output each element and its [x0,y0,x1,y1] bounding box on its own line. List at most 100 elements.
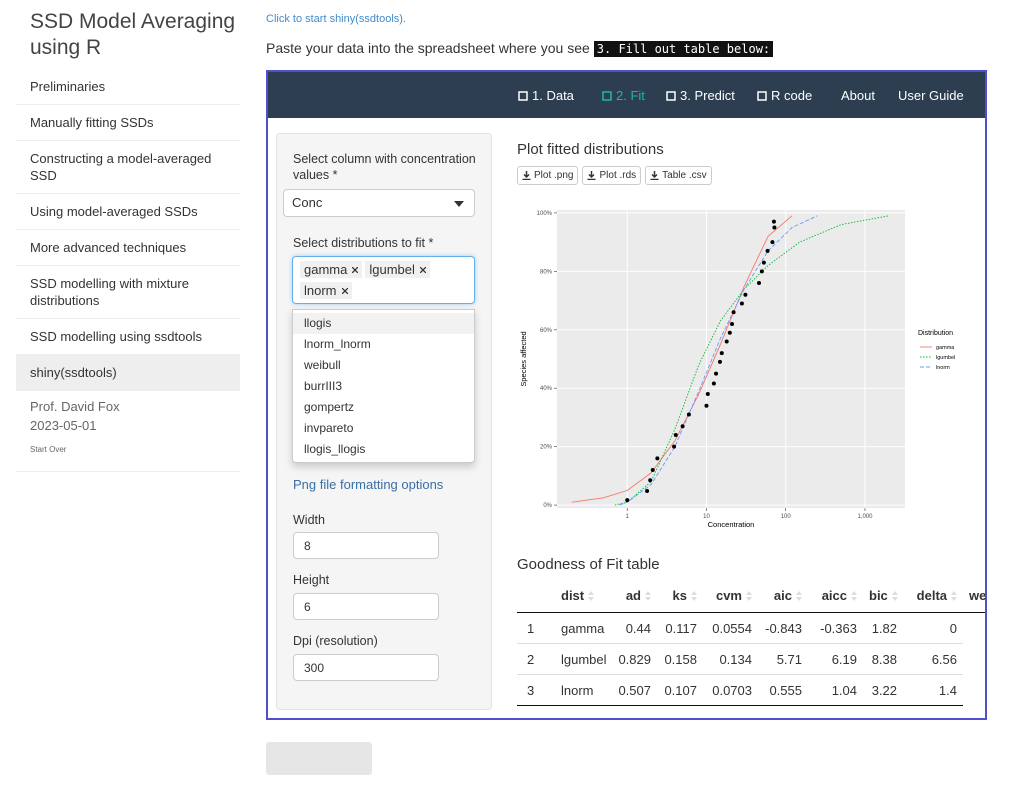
sidebar-item[interactable]: SSD modelling with mixture distributions [16,266,240,319]
arrows [951,591,957,602]
nav-tab[interactable]: User Guide [898,88,964,103]
column-header[interactable]: bic [863,578,903,613]
column-header[interactable]: ad [609,578,657,613]
download-button[interactable]: Table .csv [645,166,712,185]
nav-tab[interactable]: 2. Fit [602,88,645,103]
data-point [724,339,729,344]
nav-tab[interactable]: 1. Data [518,88,574,103]
arrow [650,171,659,180]
legend-label: lgumbel [936,355,955,361]
icon-shape [602,90,612,101]
chip-label: lnorm [304,283,337,298]
sidebar-item[interactable]: Manually fitting SSDs [16,105,240,141]
column-header[interactable]: weight [963,578,987,613]
icon-shape [518,90,528,101]
width-input[interactable]: 8 [293,532,439,559]
author: Prof. David Fox [30,399,120,414]
y-tick-label: 60% [540,328,553,334]
table-header: dist ad ks cvm aic aicc bic delta weight [517,578,987,613]
start-link[interactable]: Click to start shiny(ssdtools). [266,13,406,25]
arrows [746,591,752,602]
sidebar-item[interactable]: More advanced techniques [16,230,240,266]
dpi-input[interactable]: 300 [293,654,439,681]
row-index: 3 [517,674,547,706]
dropdown-option[interactable]: burrIII3 [304,379,343,393]
download-button[interactable]: Plot .rds [582,166,642,185]
caret [454,201,464,207]
chip-remove[interactable] [352,266,359,273]
start-over-link[interactable]: Start Over [30,445,67,454]
dpi-value: 300 [304,661,325,675]
arrows [851,591,857,602]
icon [518,90,528,101]
column-header[interactable]: dist [547,578,609,613]
tab-label: 2. Fit [616,88,645,103]
nav-tab[interactable]: About [841,88,875,103]
header-label: delta [916,587,947,603]
header-label: weight [969,587,987,603]
icon [666,90,676,101]
arrows [796,591,802,602]
cross [419,266,426,273]
header-label: dist [561,587,585,603]
download-icon [650,171,659,180]
column-header[interactable]: aic [758,578,808,613]
sidebar-item[interactable]: Preliminaries [16,69,240,105]
previous-topic-button[interactable] [266,742,372,775]
dpi-label: Dpi (resolution) [293,634,378,648]
cell: lnorm [547,674,609,706]
cell: 1.4 [903,674,963,706]
sort-arrows [746,591,752,602]
nav-tab[interactable]: R code [757,88,812,103]
png-options-link[interactable]: Png file formatting options [293,477,444,492]
intro-text: Paste your data into the spreadsheet whe… [266,40,774,57]
column-header[interactable]: ks [657,578,703,613]
column-header[interactable]: delta [903,578,963,613]
data-point [648,478,653,483]
table-row: 2 lgumbel 0.829 0.158 0.134 5.71 6.19 8.38 6.56 [517,643,985,675]
dropdown-option[interactable]: lnorm_lnorm [304,337,371,351]
chip-remove[interactable] [419,266,426,273]
data-point [743,292,748,297]
y-tick-label: 40% [540,386,553,392]
sidebar-item[interactable]: shiny(ssdtools) [16,355,240,391]
chip-remove[interactable] [341,287,348,294]
data-point [625,498,630,503]
sidebar-item[interactable]: SSD modelling using ssdtools [16,319,240,355]
y-tick-label: 20% [540,445,553,451]
dropdown-option[interactable]: invpareto [304,421,354,435]
cell: 8.38 [863,643,903,675]
column-header[interactable]: aicc [808,578,863,613]
sidebar-item[interactable]: Using model-averaged SSDs [16,194,240,230]
tab-label: About [841,88,875,103]
cell: -0.363 [808,612,863,644]
arrows [588,591,595,602]
dropdown-option[interactable]: weibull [304,358,341,372]
data-point [717,359,722,364]
height-input[interactable]: 6 [293,593,439,620]
legend-label: gamma [936,345,955,351]
dropdown-option[interactable]: llogis_llogis [304,442,366,456]
sidebar-item[interactable]: Constructing a model-averaged SSD [16,141,240,194]
data-point [673,432,678,437]
dropdown-option[interactable]: gompertz [304,400,355,414]
chip: lgumbel [365,261,430,278]
data-point [645,489,650,494]
data-point [772,225,777,230]
cell: 0.0554 [703,612,758,644]
dropdown-option[interactable]: llogis [293,313,474,334]
data-point [759,269,764,274]
nav-tab[interactable]: 3. Predict [666,88,735,103]
sort-arrows [796,591,802,602]
dist-multiselect[interactable]: gamma lgumbel lnorm [292,256,475,304]
arrows [891,591,898,602]
fitted-line [619,215,818,506]
column-header[interactable]: cvm [703,578,758,613]
download-button[interactable]: Plot .png [517,166,579,185]
sort-arrows [588,591,595,602]
x-tick-label: 1,000 [857,514,873,520]
y-tick-label: 80% [540,269,553,275]
navbar: 1. Data 2. Fit 3. Predict R code About User G… [268,72,985,118]
conc-select[interactable]: Conc [283,189,475,217]
